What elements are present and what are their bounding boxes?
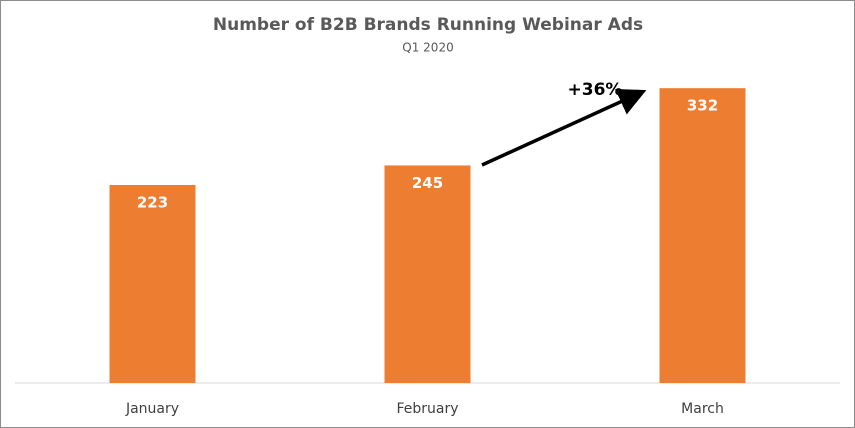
x-tick-label: February [396,401,458,417]
value-label: 223 [137,193,168,211]
chart-title: Number of B2B Brands Running Webinar Ads [213,15,643,35]
x-tick-label: March [681,401,724,417]
annotation: +36% [568,80,623,100]
bar [659,88,746,384]
bar [384,165,471,383]
chart-subtitle: Q1 2020 [402,41,453,55]
value-label: 245 [412,174,443,192]
arrow [481,88,647,167]
value-label: 332 [687,97,718,115]
bar [109,184,196,383]
x-tick-label: January [125,401,179,417]
